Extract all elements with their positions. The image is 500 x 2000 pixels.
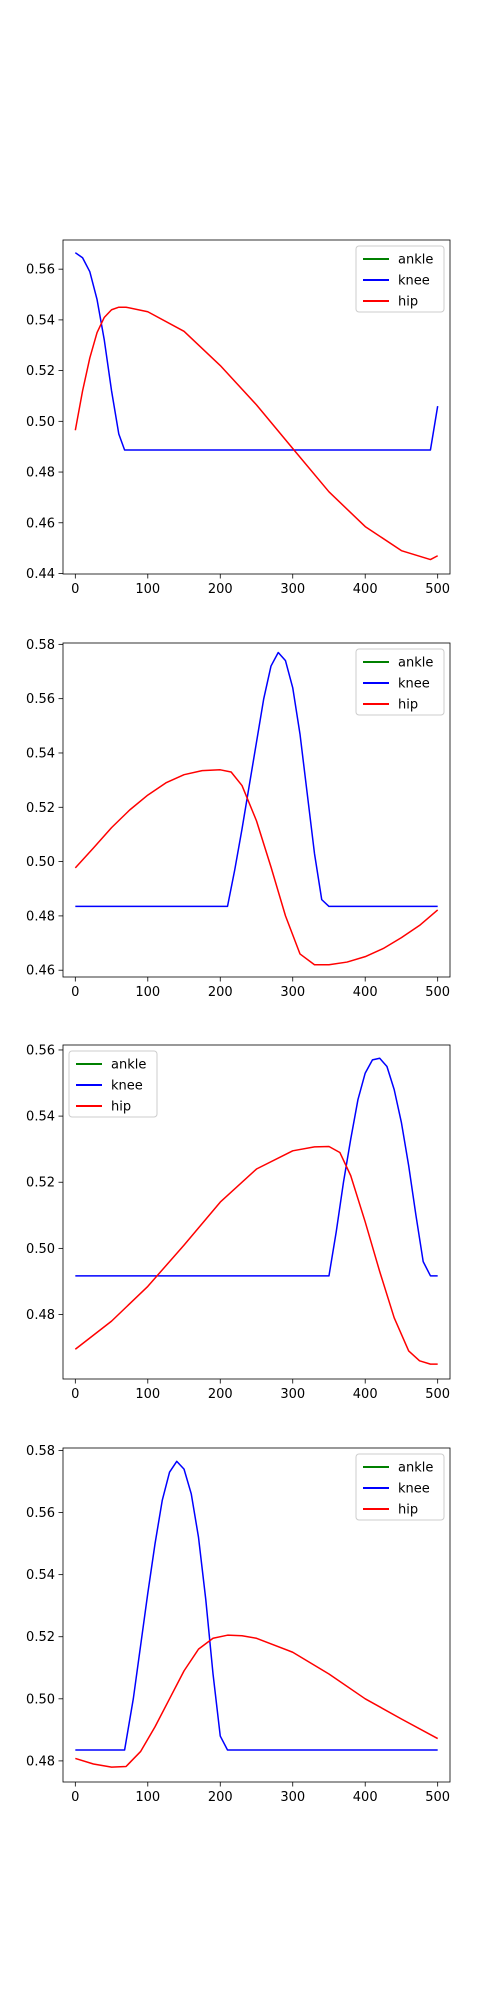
- legend-label-ankle: ankle: [398, 253, 433, 268]
- x-tick-label: 200: [208, 1387, 233, 1402]
- legend: ankle knee hip: [355, 245, 445, 313]
- y-tick-label: 0.56: [26, 1043, 55, 1058]
- y-tick-label: 0.48: [26, 466, 55, 481]
- y-tick-label: 0.54: [26, 746, 55, 761]
- legend-label-knee: knee: [398, 274, 430, 289]
- y-tick-label: 0.56: [26, 263, 55, 278]
- y-tick-label: 0.54: [26, 1110, 55, 1125]
- x-tick-label: 300: [280, 1790, 305, 1805]
- x-tick-label: 200: [208, 985, 233, 1000]
- legend: ankle knee hip: [355, 648, 445, 716]
- series-line-knee: [75, 1460, 438, 1751]
- y-tick-label: 0.56: [26, 692, 55, 707]
- x-tick-label: 100: [135, 582, 160, 597]
- x-tick-label: 100: [135, 1387, 160, 1402]
- y-tick-label: 0.58: [26, 1444, 55, 1459]
- legend-label-knee: knee: [111, 1079, 143, 1094]
- y-tick-label: 0.50: [26, 415, 55, 430]
- legend-box: [355, 245, 445, 313]
- axes-frame: [62, 642, 451, 978]
- legend: ankle knee hip: [68, 1050, 158, 1118]
- y-tick-label: 0.46: [26, 516, 55, 531]
- x-tick-label: 200: [208, 582, 233, 597]
- y-tick-label: 0.58: [26, 638, 55, 653]
- x-tick-label: 500: [425, 1387, 450, 1402]
- legend-label-ankle: ankle: [398, 656, 433, 671]
- x-tick-label: 200: [208, 1790, 233, 1805]
- chart-panel-3: 0 100 200 300 400 500 0.48 0.50 0.52 0.54 0.56 ankl…: [26, 1043, 451, 1402]
- x-tick-label: 300: [280, 582, 305, 597]
- legend-label-hip: hip: [111, 1100, 131, 1115]
- y-tick-label: 0.52: [26, 801, 55, 816]
- legend-label-hip: hip: [398, 1503, 418, 1518]
- legend-label-knee: knee: [398, 677, 430, 692]
- x-tick-label: 400: [353, 582, 378, 597]
- legend-label-ankle: ankle: [111, 1058, 146, 1073]
- series-line-hip: [75, 1634, 439, 1768]
- x-tick-label: 300: [280, 1387, 305, 1402]
- legend-label-hip: hip: [398, 295, 418, 310]
- legend-label-hip: hip: [398, 698, 418, 713]
- x-tick-label: 400: [353, 1387, 378, 1402]
- y-tick-label: 0.50: [26, 1692, 55, 1707]
- axes-frame: [62, 239, 451, 575]
- legend: ankle knee hip: [355, 1453, 445, 1521]
- y-tick-label: 0.52: [26, 364, 55, 379]
- y-tick-label: 0.54: [26, 1568, 55, 1583]
- x-tick-label: 400: [353, 1790, 378, 1805]
- series-line-hip: [74, 1145, 438, 1365]
- chart-panel-2: 0 100 200 300 400 500 0.46 0.48 0.50 0.52 0.54 0.56…: [26, 638, 451, 1000]
- series-line-knee: [75, 651, 438, 908]
- x-tick-label: 500: [425, 1790, 450, 1805]
- x-tick-label: 100: [135, 1790, 160, 1805]
- x-tick-label: 300: [280, 985, 305, 1000]
- series-line-knee: [74, 252, 439, 451]
- axes-frame: [62, 1447, 451, 1783]
- x-tick-label: 400: [353, 985, 378, 1000]
- y-tick-label: 0.48: [26, 909, 55, 924]
- series-line-hip: [74, 306, 439, 561]
- y-tick-label: 0.52: [26, 1176, 55, 1191]
- x-tick-label: 500: [425, 582, 450, 597]
- chart-panel-1: 0 100 200 300 400 500 0.44 0.46 0.48 0.50 0.52 0.54…: [26, 239, 451, 597]
- legend-box: [355, 648, 445, 716]
- axes-frame: [62, 1044, 451, 1380]
- legend-label-knee: knee: [398, 1482, 430, 1497]
- y-tick-label: 0.48: [26, 1308, 55, 1323]
- series-line-knee: [75, 1057, 438, 1277]
- x-tick-label: 100: [135, 985, 160, 1000]
- legend-label-ankle: ankle: [398, 1461, 433, 1476]
- y-tick-label: 0.54: [26, 313, 55, 328]
- y-tick-label: 0.50: [26, 855, 55, 870]
- x-tick-label: 500: [425, 985, 450, 1000]
- y-tick-label: 0.56: [26, 1506, 55, 1521]
- x-tick-label: 0: [71, 1387, 79, 1402]
- y-tick-label: 0.48: [26, 1754, 55, 1769]
- legend-box: [355, 1453, 445, 1521]
- x-tick-label: 0: [71, 1790, 79, 1805]
- x-tick-label: 0: [71, 582, 79, 597]
- y-tick-label: 0.50: [26, 1242, 55, 1257]
- series-line-hip: [74, 769, 439, 966]
- y-tick-label: 0.52: [26, 1630, 55, 1645]
- x-tick-label: 0: [71, 985, 79, 1000]
- chart-panel-4: 0 100 200 300 400 500 0.48 0.50 0.52 0.54 0.56 0.58…: [26, 1444, 451, 1805]
- y-tick-label: 0.46: [26, 964, 55, 979]
- y-tick-label: 0.44: [26, 567, 55, 582]
- legend-box: [68, 1050, 158, 1118]
